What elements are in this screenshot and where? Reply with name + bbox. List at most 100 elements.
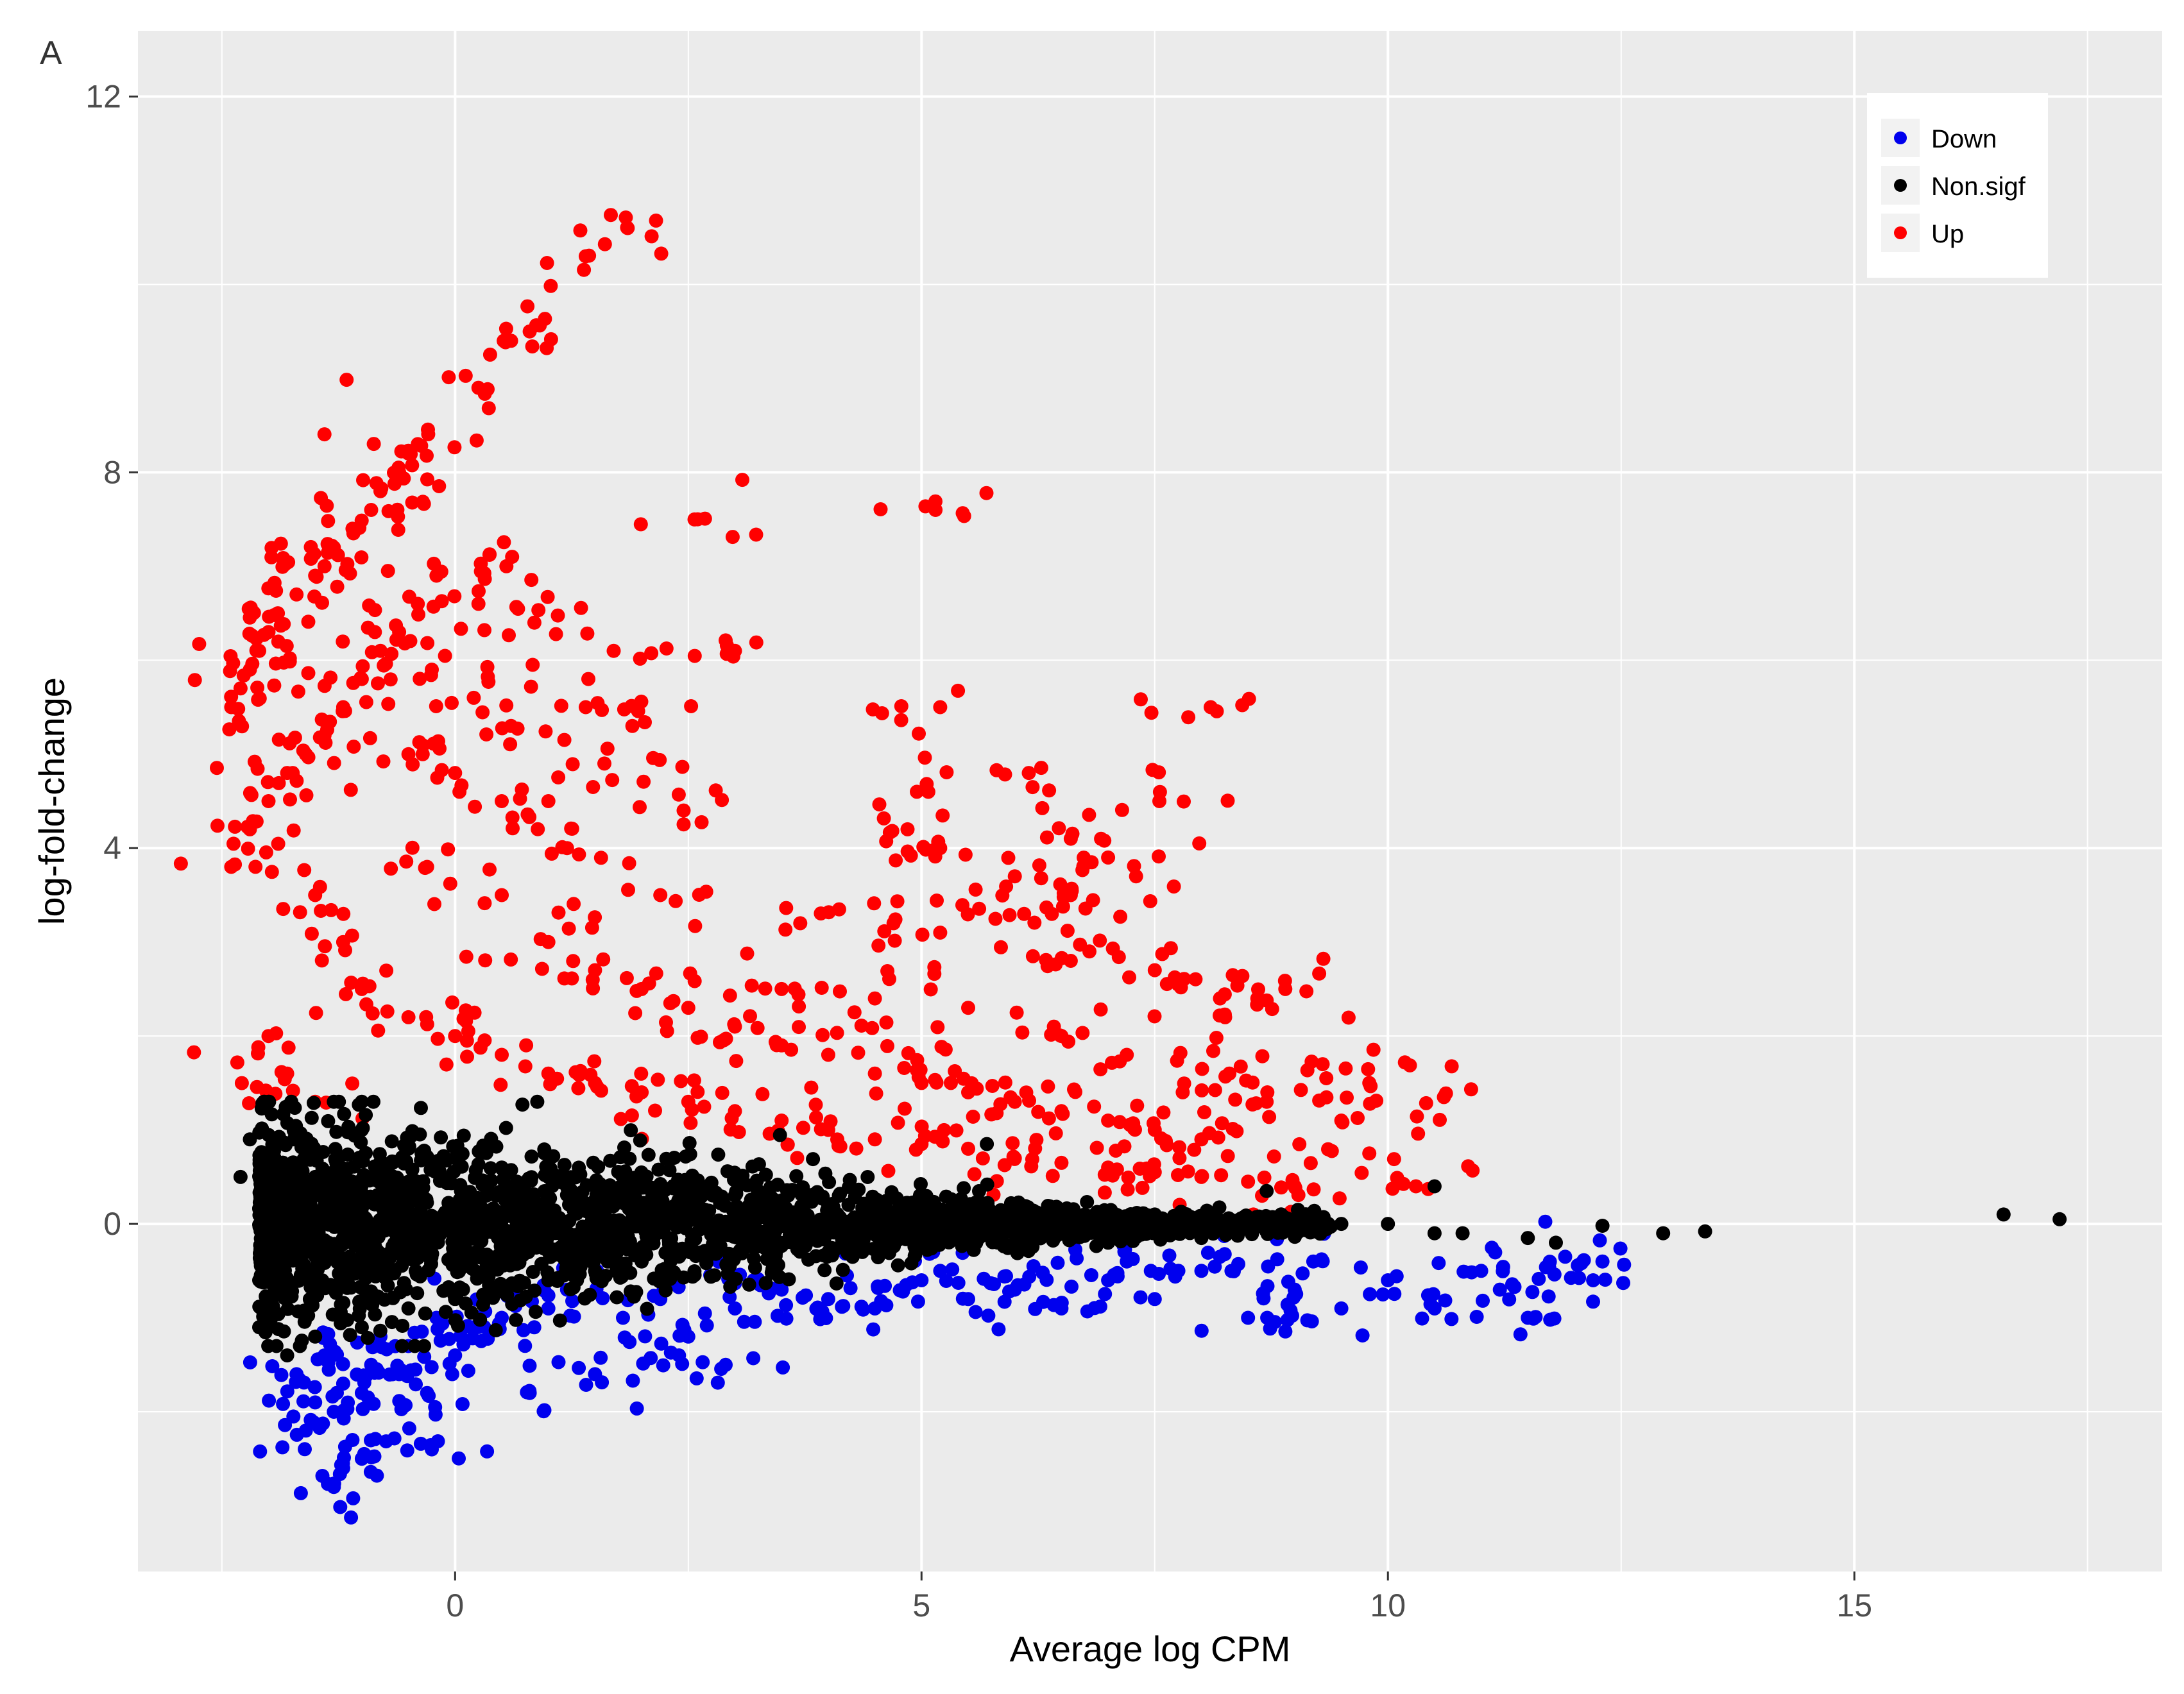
point-up — [233, 681, 248, 696]
point-up — [1465, 1163, 1480, 1178]
point-up — [876, 811, 891, 826]
point-up — [649, 966, 663, 981]
point-non-sigf — [357, 1245, 371, 1260]
point-down — [414, 1325, 429, 1339]
point-non-sigf — [354, 1135, 368, 1149]
point-down — [456, 1337, 471, 1351]
point-up — [1274, 1180, 1288, 1195]
point-down — [629, 1401, 644, 1416]
point-down — [278, 1418, 293, 1432]
point-up — [373, 643, 388, 658]
point-up — [299, 788, 314, 802]
point-down — [1541, 1289, 1556, 1304]
point-down — [298, 1423, 313, 1438]
point-up — [660, 1024, 674, 1038]
point-down — [1376, 1287, 1390, 1302]
point-up — [1041, 1079, 1055, 1094]
point-non-sigf — [1101, 1207, 1116, 1222]
point-up — [1152, 849, 1166, 864]
point-up — [339, 373, 354, 387]
point-up — [1007, 869, 1022, 884]
point-up — [1101, 850, 1116, 865]
point-up — [939, 765, 954, 779]
point-up — [832, 902, 846, 917]
point-up — [1324, 1144, 1339, 1158]
point-non-sigf — [499, 1121, 513, 1135]
point-non-sigf — [421, 1214, 436, 1228]
point-non-sigf — [1334, 1217, 1349, 1232]
point-up — [894, 713, 909, 727]
point-up — [1045, 1169, 1060, 1183]
point-non-sigf — [345, 1229, 360, 1244]
point-down — [1270, 1252, 1284, 1267]
point-non-sigf — [266, 1299, 280, 1314]
point-non-sigf — [609, 1264, 624, 1279]
point-non-sigf — [541, 1273, 556, 1287]
point-down — [961, 1292, 975, 1307]
point-up — [493, 1078, 508, 1092]
point-up — [261, 625, 276, 639]
point-down — [363, 1464, 378, 1479]
point-non-sigf — [373, 1253, 388, 1267]
point-up — [588, 963, 602, 978]
point-up — [1063, 954, 1078, 968]
point-down — [1427, 1301, 1442, 1316]
point-up — [1015, 1025, 1030, 1040]
point-up — [315, 595, 329, 610]
point-non-sigf — [308, 1264, 323, 1278]
point-up — [247, 754, 262, 769]
point-up — [495, 1047, 509, 1062]
point-up — [638, 715, 652, 729]
point-non-sigf — [848, 1190, 862, 1205]
point-up — [872, 797, 887, 812]
point-up — [577, 262, 592, 277]
point-up — [399, 854, 414, 869]
point-up — [475, 705, 490, 720]
point-up — [865, 1021, 880, 1035]
point-down — [375, 1340, 389, 1355]
point-up — [596, 952, 611, 967]
point-non-sigf — [515, 1097, 530, 1112]
point-non-sigf — [481, 1269, 496, 1284]
point-up — [676, 817, 691, 832]
point-non-sigf — [291, 1198, 305, 1212]
point-non-sigf — [288, 1164, 303, 1178]
point-up — [405, 458, 420, 473]
point-down — [1387, 1287, 1402, 1301]
point-down — [1613, 1241, 1628, 1256]
point-up — [324, 902, 339, 917]
point-up — [1032, 858, 1046, 873]
point-down — [779, 1311, 794, 1326]
point-non-sigf — [386, 1169, 400, 1184]
point-non-sigf — [1019, 1204, 1034, 1219]
point-up — [1293, 1083, 1308, 1097]
point-non-sigf — [405, 1124, 420, 1139]
point-non-sigf — [614, 1215, 629, 1230]
point-up — [880, 1038, 894, 1053]
point-up — [416, 495, 431, 509]
point-up — [421, 427, 436, 441]
point-non-sigf — [635, 1179, 649, 1194]
point-non-sigf — [304, 1110, 319, 1125]
point-up — [687, 648, 702, 663]
point-up — [425, 663, 439, 677]
point-non-sigf — [662, 1163, 677, 1178]
axes: 0 5 10 15 0 4 8 12 — [85, 79, 1872, 1623]
point-up — [972, 901, 987, 916]
point-down — [968, 1305, 983, 1319]
point-up — [224, 690, 239, 704]
point-up — [578, 700, 593, 715]
point-up — [293, 905, 307, 920]
point-down — [364, 1357, 379, 1372]
point-down — [325, 1389, 340, 1404]
point-non-sigf — [1190, 1219, 1204, 1234]
point-non-sigf — [541, 1217, 556, 1232]
point-non-sigf — [663, 1253, 678, 1268]
point-non-sigf — [1194, 1209, 1209, 1224]
point-up — [1156, 1105, 1171, 1120]
point-down — [1028, 1301, 1043, 1316]
point-non-sigf — [470, 1271, 484, 1286]
point-non-sigf — [588, 1197, 602, 1212]
point-up — [1113, 910, 1128, 924]
point-up — [1255, 1049, 1270, 1063]
